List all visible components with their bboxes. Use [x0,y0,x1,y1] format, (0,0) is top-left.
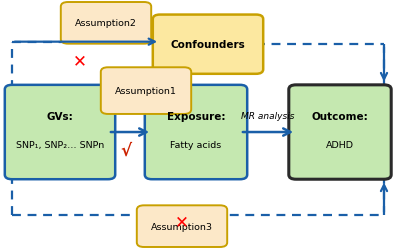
Text: Assumption1: Assumption1 [115,87,177,96]
Text: Confounders: Confounders [171,40,245,50]
Text: MR analysis: MR analysis [241,112,295,121]
Text: Assumption3: Assumption3 [151,222,213,231]
FancyBboxPatch shape [289,86,391,180]
Text: √: √ [120,141,132,159]
FancyBboxPatch shape [137,206,227,247]
Text: ✕: ✕ [175,212,189,230]
FancyBboxPatch shape [101,68,191,114]
FancyBboxPatch shape [61,3,151,44]
Text: GVs:: GVs: [47,111,73,121]
FancyBboxPatch shape [145,86,247,180]
Text: Exposure:: Exposure: [167,111,225,121]
Text: Outcome:: Outcome: [312,111,368,121]
FancyBboxPatch shape [153,16,263,74]
Text: ✕: ✕ [73,52,87,70]
Text: SNP₁, SNP₂… SNPn: SNP₁, SNP₂… SNPn [16,140,104,149]
Text: Assumption2: Assumption2 [75,19,137,28]
FancyBboxPatch shape [5,86,115,180]
Text: ADHD: ADHD [326,140,354,149]
Text: Fatty acids: Fatty acids [170,140,222,149]
